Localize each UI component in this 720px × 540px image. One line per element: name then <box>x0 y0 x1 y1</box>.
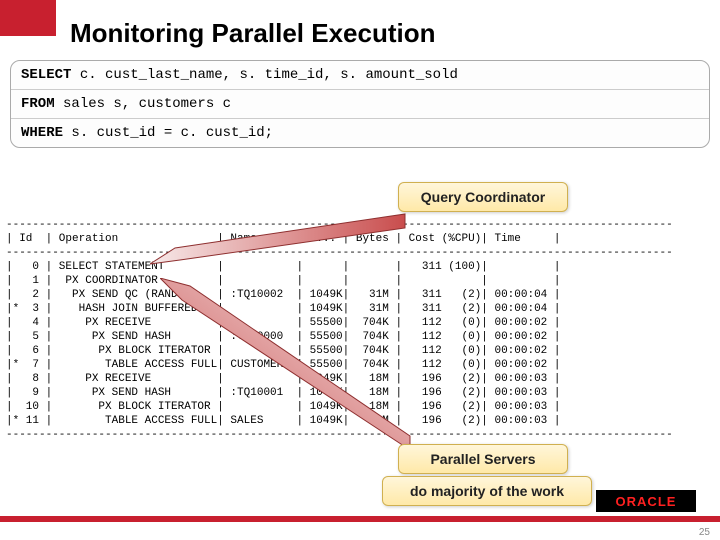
sql-text: sales s, customers c <box>55 96 231 112</box>
sql-keyword: FROM <box>21 96 55 112</box>
page-number: 25 <box>699 527 710 538</box>
oracle-logo-text: ORACLE <box>616 494 677 509</box>
slide-title: Monitoring Parallel Execution <box>70 18 436 49</box>
sql-keyword: SELECT <box>21 67 71 83</box>
callout-query-coordinator: Query Coordinator <box>398 182 568 212</box>
footer-red-bar <box>0 516 720 522</box>
callout-majority-work: do majority of the work <box>382 476 592 506</box>
callout-parallel-servers: Parallel Servers <box>398 444 568 474</box>
sql-line-3: WHERE s. cust_id = c. cust_id; <box>11 119 709 147</box>
sql-text: c. cust_last_name, s. time_id, s. amount… <box>71 67 457 83</box>
sql-keyword: WHERE <box>21 125 63 141</box>
execution-plan: ----------------------------------------… <box>6 218 714 442</box>
oracle-logo: ORACLE <box>596 490 696 512</box>
sql-query-box: SELECT c. cust_last_name, s. time_id, s.… <box>10 60 710 148</box>
sql-text: s. cust_id = c. cust_id; <box>63 125 273 141</box>
sql-line-2: FROM sales s, customers c <box>11 90 709 119</box>
brand-red-block <box>0 0 56 36</box>
sql-line-1: SELECT c. cust_last_name, s. time_id, s.… <box>11 61 709 90</box>
